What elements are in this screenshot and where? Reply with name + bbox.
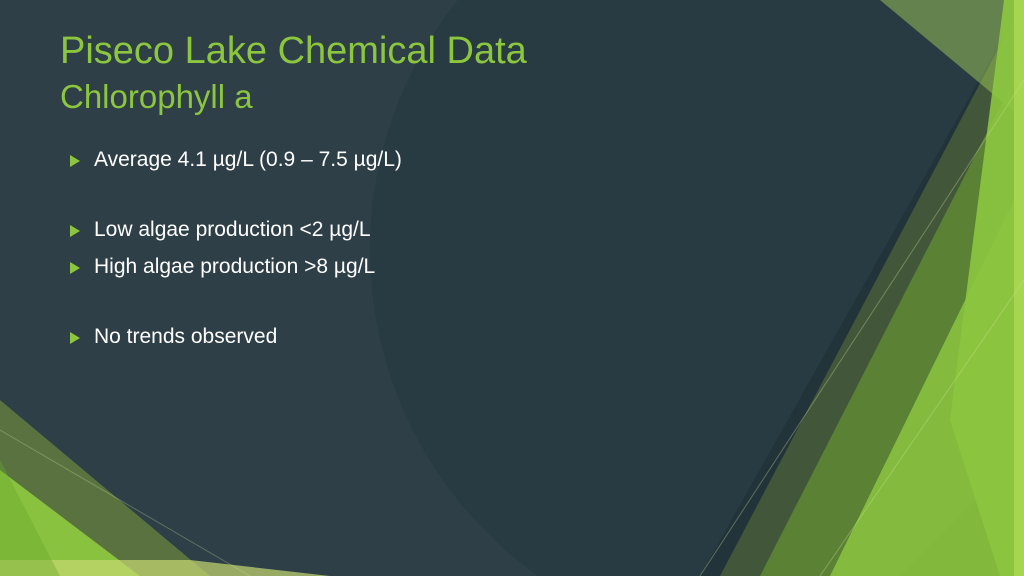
list-item-text: High algae production >8 µg/L <box>94 251 375 284</box>
bullet-list: Average 4.1 µg/L (0.9 – 7.5 µg/L) Low al… <box>60 144 964 354</box>
slide: Piseco Lake Chemical Data Chlorophyll a … <box>0 0 1024 576</box>
triangle-bullet-icon <box>70 332 80 344</box>
slide-subtitle: Chlorophyll a <box>60 78 964 116</box>
list-item-text: Low algae production <2 µg/L <box>94 214 371 247</box>
list-item-text: Average 4.1 µg/L (0.9 – 7.5 µg/L) <box>94 144 402 177</box>
list-item-text: No trends observed <box>94 321 277 354</box>
triangle-bullet-icon <box>70 262 80 274</box>
list-item: No trends observed <box>70 321 964 354</box>
triangle-bullet-icon <box>70 155 80 167</box>
content-area: Piseco Lake Chemical Data Chlorophyll a … <box>0 0 1024 354</box>
list-gap <box>70 287 964 317</box>
slide-title: Piseco Lake Chemical Data <box>60 30 964 74</box>
list-item: High algae production >8 µg/L <box>70 251 964 284</box>
list-item: Low algae production <2 µg/L <box>70 214 964 247</box>
triangle-bullet-icon <box>70 225 80 237</box>
list-gap <box>70 180 964 210</box>
list-item: Average 4.1 µg/L (0.9 – 7.5 µg/L) <box>70 144 964 177</box>
